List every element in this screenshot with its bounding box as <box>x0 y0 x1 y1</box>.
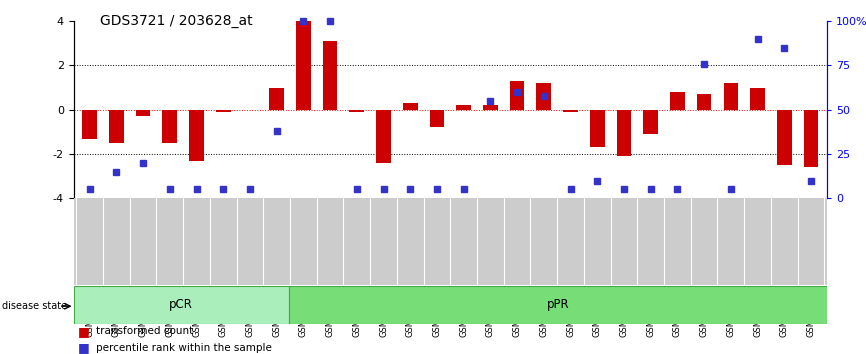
Bar <box>109 110 124 143</box>
Bar <box>350 110 365 112</box>
Bar <box>563 110 578 112</box>
Bar <box>723 83 738 110</box>
Bar <box>750 88 765 110</box>
Text: transformed count: transformed count <box>96 326 193 336</box>
Bar <box>136 110 151 116</box>
Bar <box>617 110 631 156</box>
Bar <box>376 110 391 163</box>
Bar <box>163 110 178 143</box>
Bar <box>670 92 685 110</box>
Text: percentile rank within the sample: percentile rank within the sample <box>96 343 272 353</box>
Bar <box>536 83 551 110</box>
Bar <box>777 110 792 165</box>
Bar <box>804 110 818 167</box>
Bar <box>289 286 827 324</box>
Bar <box>590 110 604 147</box>
Bar <box>456 105 471 110</box>
Bar <box>82 110 97 138</box>
Bar <box>189 110 204 161</box>
Bar <box>216 110 230 112</box>
Text: GDS3721 / 203628_at: GDS3721 / 203628_at <box>100 14 252 28</box>
Bar <box>510 81 525 110</box>
Bar <box>697 94 712 110</box>
Bar <box>430 110 444 127</box>
Bar <box>74 286 289 324</box>
Text: disease state: disease state <box>2 301 67 311</box>
Text: pCR: pCR <box>170 298 193 311</box>
Bar <box>483 105 498 110</box>
Bar <box>643 110 658 134</box>
Text: ■: ■ <box>77 342 89 354</box>
Bar <box>269 88 284 110</box>
Text: pPR: pPR <box>546 298 569 311</box>
Bar <box>296 21 311 110</box>
Text: ■: ■ <box>77 325 89 338</box>
Bar <box>403 103 417 110</box>
Bar <box>323 41 338 110</box>
